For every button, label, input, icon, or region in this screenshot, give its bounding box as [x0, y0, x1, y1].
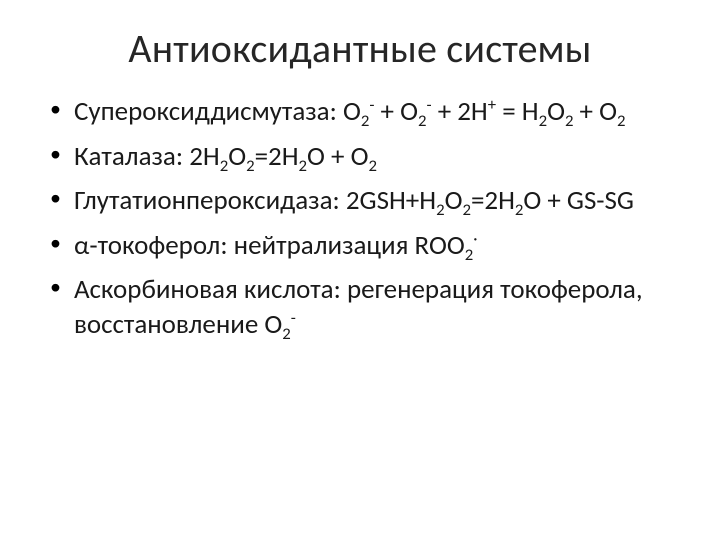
slide-title: Антиоксидантные системы — [44, 24, 676, 73]
slide: Антиоксидантные системы Супероксиддисмут… — [0, 0, 720, 540]
bullet-item: Супероксиддисмутаза: O2- + O2- + 2H+ = H… — [48, 95, 676, 130]
bullet-formula: O2- + O2- + 2H+ = H2O2 + O2 — [343, 95, 626, 128]
bullet-formula: 2GSH+H2O2=2H2O + GS-SG — [346, 184, 634, 217]
bullet-leader: Супероксиддисмутаза: — [74, 95, 337, 128]
bullet-formula: нейтрализация ROO2· — [234, 229, 478, 262]
bullet-leader: Глутатионпероксидаза: — [74, 184, 340, 217]
bullet-list: Супероксиддисмутаза: O2- + O2- + 2H+ = H… — [44, 95, 676, 352]
bullet-item: α-токоферол: нейтрализация ROO2· — [48, 229, 676, 264]
bullet-leader: Аскорбиновая кислота: — [74, 273, 341, 306]
bullet-formula: 2H2O2=2H2O + O2 — [189, 140, 377, 173]
bullet-item: Каталаза: 2H2O2=2H2O + O2 — [48, 140, 676, 175]
bullet-item: Аскорбиновая кислота: регенерация токофе… — [48, 273, 676, 342]
bullet-item: Глутатионпероксидаза: 2GSH+H2O2=2H2O + G… — [48, 184, 676, 219]
bullet-leader: α-токоферол: — [74, 229, 228, 262]
bullet-leader: Каталаза: — [74, 140, 183, 173]
